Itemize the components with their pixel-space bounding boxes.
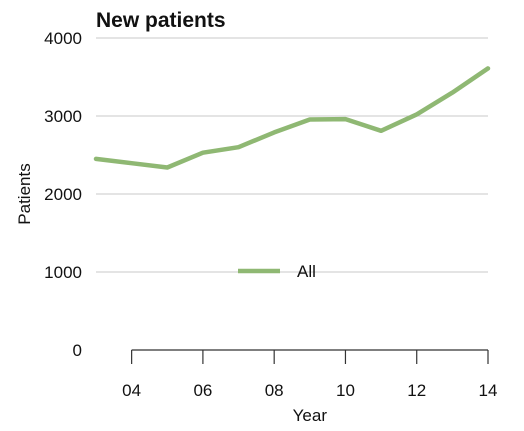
series-group (93, 66, 491, 170)
y-tick-label: 0 (73, 341, 82, 360)
legend: All (238, 262, 316, 281)
x-tick-label: 12 (407, 381, 426, 400)
x-axis: 04 06 08 10 12 14 (122, 349, 498, 400)
legend-label: All (297, 262, 316, 281)
x-tick-label: 04 (122, 381, 141, 400)
series-line-all (93, 66, 491, 170)
y-tick-label: 2000 (44, 185, 82, 204)
y-axis-label: Patients (15, 163, 34, 224)
y-tick-label: 3000 (44, 107, 82, 126)
gridlines (96, 37, 488, 273)
y-tick-label: 1000 (44, 263, 82, 282)
x-tick-label: 06 (193, 381, 212, 400)
x-tick-label: 08 (265, 381, 284, 400)
x-axis-label: Year (293, 406, 328, 425)
y-tick-label: 4000 (44, 29, 82, 48)
y-axis-ticks: 0 1000 2000 3000 4000 (44, 29, 82, 360)
chart-title: New patients (96, 9, 226, 32)
x-tick-label: 10 (336, 381, 355, 400)
x-tick-label: 14 (479, 381, 498, 400)
